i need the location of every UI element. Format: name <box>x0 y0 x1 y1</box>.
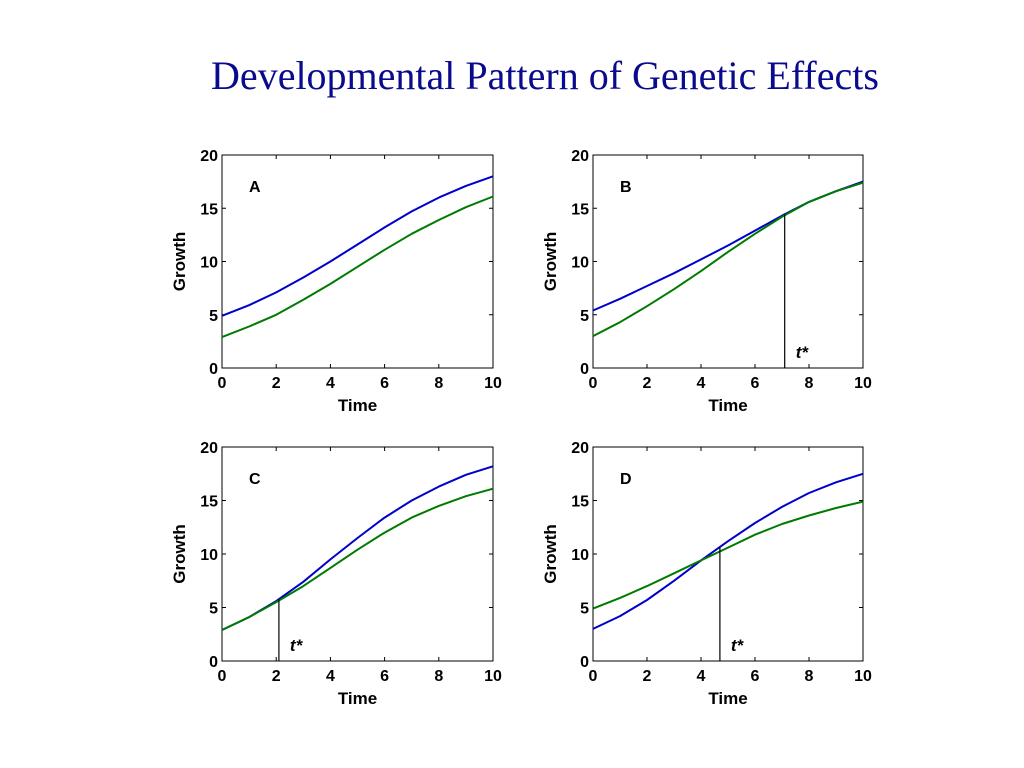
x-tick-label: 8 <box>805 668 814 685</box>
y-axis-label: Growth <box>541 232 560 292</box>
y-tick-label: 10 <box>571 547 589 564</box>
y-axis-label: Growth <box>541 524 560 584</box>
x-tick-label: 4 <box>326 375 335 392</box>
x-tick-label: 0 <box>218 668 227 685</box>
series-line-1 <box>221 175 494 317</box>
chart-panel-d: 0 2 4 6 8 10 0 5 10 15 20 Time Growth Dt* <box>541 440 872 708</box>
x-tick-label: 2 <box>643 668 652 685</box>
y-tick-label: 15 <box>571 494 589 511</box>
x-tick-label: 0 <box>589 668 598 685</box>
x-tick-label: 4 <box>697 668 706 685</box>
x-axis-label: Time <box>708 396 747 415</box>
y-tick-label: 20 <box>200 440 218 457</box>
y-tick-label: 5 <box>209 308 218 325</box>
y-tick-label: 10 <box>200 255 218 272</box>
x-axis-label: Time <box>338 689 377 708</box>
plot-frame <box>221 154 494 369</box>
y-tick-label: 0 <box>580 654 589 671</box>
panel-label: B <box>620 179 632 196</box>
x-tick-label: 4 <box>326 668 335 685</box>
panel-label: C <box>249 471 261 488</box>
x-tick-label: 10 <box>484 375 502 392</box>
x-tick-label: 0 <box>218 375 227 392</box>
series-line-1 <box>592 472 864 630</box>
plot-frame <box>592 154 864 369</box>
y-tick-label: 20 <box>571 148 589 165</box>
panel-label: A <box>249 179 261 196</box>
series-line-2 <box>221 487 494 631</box>
x-tick-label: 10 <box>484 668 502 685</box>
x-tick-label: 6 <box>380 375 389 392</box>
y-tick-label: 20 <box>200 148 218 165</box>
x-tick-label: 2 <box>272 375 281 392</box>
x-tick-label: 8 <box>434 668 443 685</box>
t-star-label: t* <box>290 636 304 655</box>
x-tick-label: 6 <box>380 668 389 685</box>
plot-frame <box>592 446 864 662</box>
panel-label: D <box>620 471 632 488</box>
slide-title: Developmental Pattern of Genetic Effects <box>211 53 879 98</box>
x-tick-label: 2 <box>272 668 281 685</box>
y-tick-label: 15 <box>571 201 589 218</box>
t-star-label: t* <box>796 343 810 362</box>
y-tick-label: 15 <box>200 201 218 218</box>
y-tick-label: 0 <box>209 654 218 671</box>
y-tick-label: 0 <box>209 361 218 378</box>
y-tick-label: 10 <box>571 255 589 272</box>
chart-panel-a: 0 2 4 6 8 10 0 5 10 15 20 Time Growth A <box>170 148 502 415</box>
series-line-2 <box>592 500 864 610</box>
x-axis-label: Time <box>708 689 747 708</box>
x-tick-label: 6 <box>751 668 760 685</box>
chart-panel-c: 0 2 4 6 8 10 0 5 10 15 20 Time Growth Ct* <box>170 440 502 708</box>
t-star-label: t* <box>731 636 745 655</box>
x-tick-label: 6 <box>751 375 760 392</box>
y-tick-label: 5 <box>580 308 589 325</box>
y-tick-label: 5 <box>209 601 218 618</box>
plot-frame <box>221 446 494 662</box>
series-line-2 <box>221 195 494 339</box>
series-line-1 <box>592 180 864 312</box>
y-tick-label: 5 <box>580 601 589 618</box>
chart-panel-b: 0 2 4 6 8 10 0 5 10 15 20 Time Growth Bt* <box>541 148 872 415</box>
y-tick-label: 10 <box>200 547 218 564</box>
x-tick-label: 8 <box>434 375 443 392</box>
x-tick-label: 2 <box>643 375 652 392</box>
series-line-1 <box>221 465 494 631</box>
x-tick-label: 10 <box>854 668 872 685</box>
y-tick-label: 15 <box>200 494 218 511</box>
x-tick-label: 10 <box>854 375 872 392</box>
y-tick-label: 20 <box>571 440 589 457</box>
x-axis-label: Time <box>338 396 377 415</box>
x-tick-label: 8 <box>805 375 814 392</box>
y-tick-label: 0 <box>580 361 589 378</box>
x-tick-label: 4 <box>697 375 706 392</box>
y-axis-label: Growth <box>170 232 189 292</box>
series-line-2 <box>592 181 864 337</box>
x-tick-label: 0 <box>589 375 598 392</box>
y-axis-label: Growth <box>170 524 189 584</box>
